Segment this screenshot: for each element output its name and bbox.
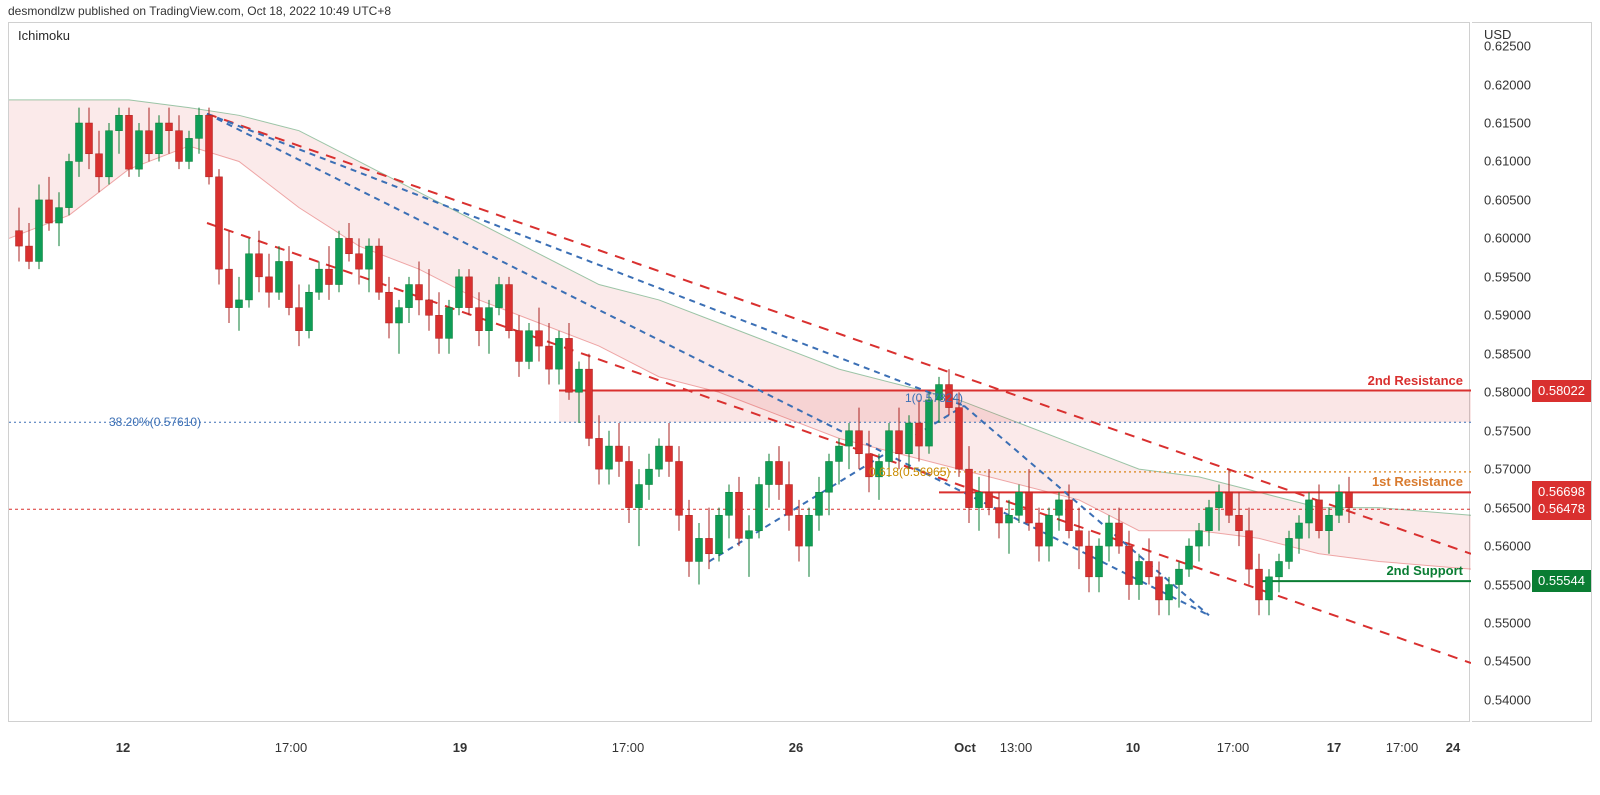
- y-tick: 0.60000: [1484, 231, 1531, 246]
- x-tick: 10: [1126, 740, 1140, 755]
- y-tick: 0.60500: [1484, 192, 1531, 207]
- x-tick: 17:00: [612, 740, 645, 755]
- x-tick: 26: [789, 740, 803, 755]
- y-tick: 0.61500: [1484, 116, 1531, 131]
- x-tick: 13:00: [1000, 740, 1033, 755]
- y-tick: 0.61000: [1484, 154, 1531, 169]
- y-tick: 0.57500: [1484, 423, 1531, 438]
- x-tick: 17:00: [1217, 740, 1250, 755]
- x-tick: 24: [1446, 740, 1460, 755]
- y-tick: 0.58500: [1484, 346, 1531, 361]
- x-tick: 19: [453, 740, 467, 755]
- svg-text:38.20%(0.57610): 38.20%(0.57610): [109, 415, 201, 429]
- watermark: InstaForex Instant Forex Trading: [8, 752, 157, 789]
- label-1st-resistance: 1st Resistance: [1372, 474, 1463, 489]
- logo-icon: [8, 754, 42, 788]
- x-axis: 1217:001917:0026Oct13:001017:001717:0024: [8, 722, 1470, 777]
- root: desmondlzw published on TradingView.com,…: [0, 0, 1600, 795]
- y-tick: 0.56500: [1484, 500, 1531, 515]
- y-axis: USD 0.625000.620000.615000.610000.605000…: [1472, 22, 1592, 722]
- y-tick: 0.56000: [1484, 539, 1531, 554]
- y-tick: 0.55000: [1484, 616, 1531, 631]
- x-tick: 17: [1327, 740, 1341, 755]
- publish-header: desmondlzw published on TradingView.com,…: [0, 0, 1600, 22]
- label-2nd-support: 2nd Support: [1386, 563, 1463, 578]
- y-tick: 0.62000: [1484, 77, 1531, 92]
- watermark-sub: Instant Forex Trading: [50, 778, 157, 789]
- y-tick: 0.57000: [1484, 462, 1531, 477]
- y-tick: 0.55500: [1484, 577, 1531, 592]
- svg-text:1(0.57824): 1(0.57824): [905, 391, 963, 405]
- y-tick: 0.59000: [1484, 308, 1531, 323]
- y-tick: 0.59500: [1484, 269, 1531, 284]
- y-tick: 0.54500: [1484, 654, 1531, 669]
- watermark-name: InstaForex: [48, 752, 157, 778]
- x-tick: Oct: [954, 740, 976, 755]
- svg-text:0.618(0.56965): 0.618(0.56965): [869, 465, 950, 479]
- x-tick: 17:00: [1386, 740, 1419, 755]
- y-tick: 0.58000: [1484, 385, 1531, 400]
- y-tick: 0.62500: [1484, 39, 1531, 54]
- label-2nd-resistance: 2nd Resistance: [1368, 373, 1463, 388]
- y-tick: 0.54000: [1484, 692, 1531, 707]
- x-tick: 17:00: [275, 740, 308, 755]
- chart-svg: 1(0.57824) 0.618(0.56965) 38.20%(0.57610): [9, 23, 1471, 723]
- chart-area[interactable]: 1(0.57824)0.618(0.56965)38.20%(0.57610) …: [8, 22, 1470, 722]
